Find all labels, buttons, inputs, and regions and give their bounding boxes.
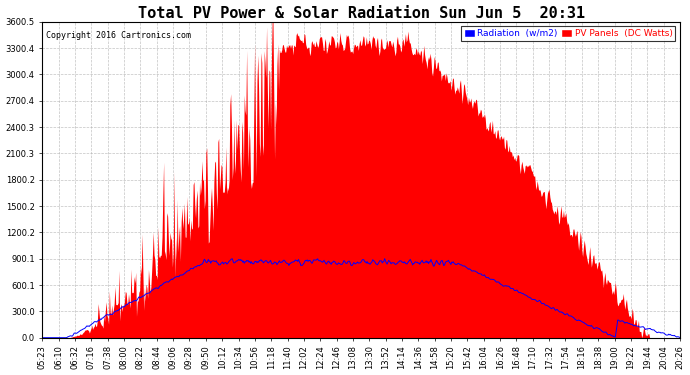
Title: Total PV Power & Solar Radiation Sun Jun 5  20:31: Total PV Power & Solar Radiation Sun Jun… bbox=[137, 6, 584, 21]
Text: Copyright 2016 Cartronics.com: Copyright 2016 Cartronics.com bbox=[46, 31, 190, 40]
Legend: Radiation  (w/m2), PV Panels  (DC Watts): Radiation (w/m2), PV Panels (DC Watts) bbox=[461, 26, 676, 40]
